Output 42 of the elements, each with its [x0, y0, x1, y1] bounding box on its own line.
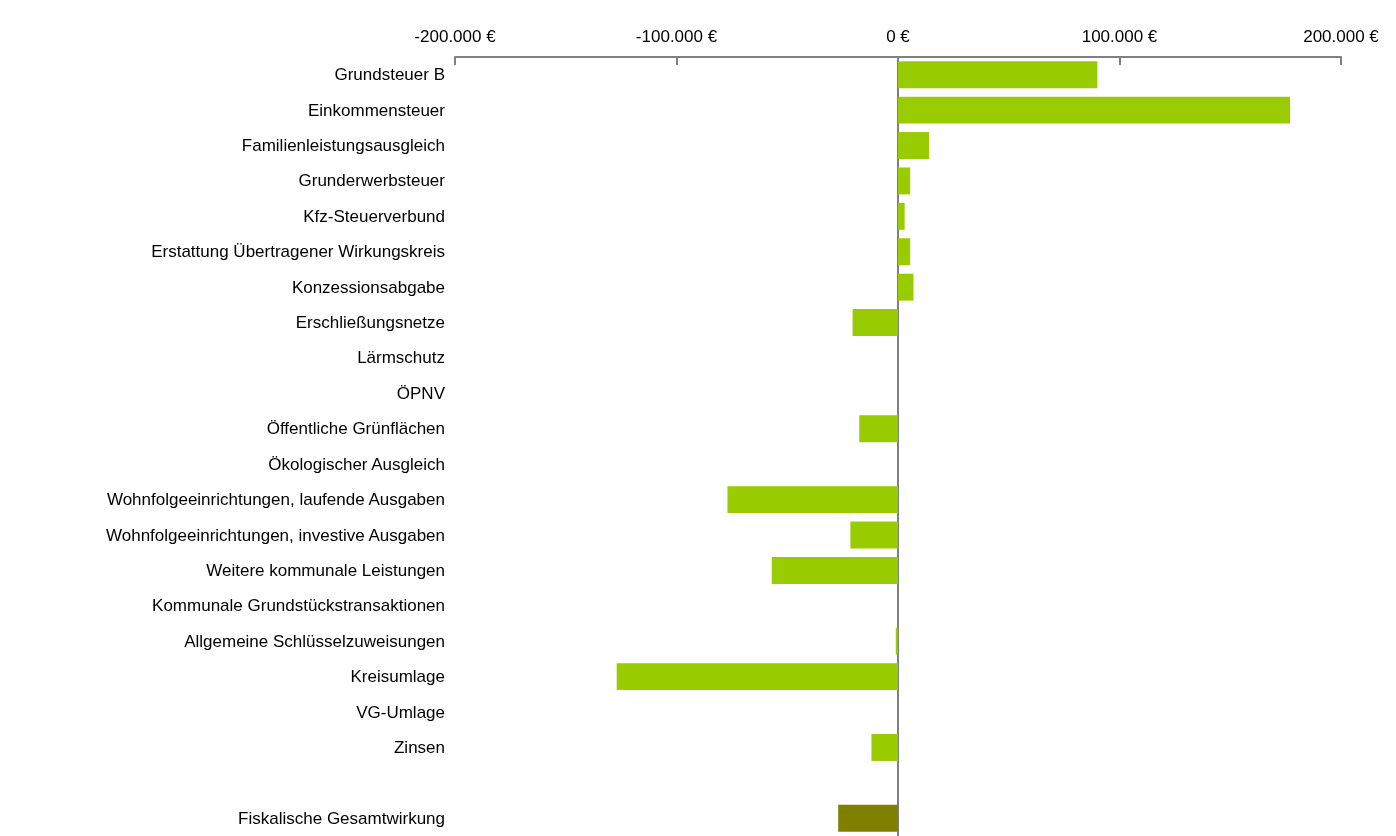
- bar: [898, 273, 914, 301]
- y-tick-label: VG-Umlage: [356, 702, 445, 722]
- y-tick-label: Zinsen: [393, 737, 445, 757]
- y-tick-label: Kfz-Steuerverbund: [303, 206, 445, 226]
- x-tick-label: 0 €: [886, 27, 911, 46]
- bar: [850, 521, 898, 549]
- y-tick-label: Familienleistungsausgleich: [241, 136, 445, 156]
- x-tick-label: -200.000 €: [414, 27, 497, 46]
- y-tick-label: Lärmschutz: [357, 348, 445, 368]
- y-tick-label: Erstattung Übertragener Wirkungskreis: [151, 242, 445, 262]
- bar: [898, 202, 905, 230]
- y-tick-label: Erschließungsnetze: [295, 313, 445, 333]
- bar: [727, 486, 898, 514]
- bar: [895, 627, 898, 655]
- bar: [898, 238, 911, 266]
- y-tick-label: Fiskalische Gesamtwirkung: [238, 808, 445, 828]
- bar: [898, 61, 1098, 89]
- y-tick-label: Wohnfolgeeinrichtungen, investive Ausgaben: [106, 525, 445, 545]
- y-tick-label: Konzessionsabgabe: [291, 277, 445, 297]
- y-tick-label: Einkommensteuer: [307, 100, 446, 120]
- x-tick-label: -100.000 €: [635, 27, 718, 46]
- x-tick-label: 100.000 €: [1081, 27, 1158, 46]
- y-tick-label: Kreisumlage: [350, 667, 445, 687]
- y-tick-label: ÖPNV: [396, 383, 446, 403]
- y-tick-label: Öffentliche Grünflächen: [266, 419, 445, 439]
- bar: [871, 734, 898, 761]
- bar: [898, 167, 911, 195]
- y-tick-label: Grunderwerbsteuer: [298, 171, 446, 191]
- bar: [852, 309, 898, 337]
- y-tick-label: Wohnfolgeeinrichtungen, laufende Ausgaben: [106, 490, 445, 510]
- x-tick-label: 200.000 €: [1303, 27, 1380, 46]
- bar: [898, 96, 1291, 124]
- bar: [898, 132, 930, 159]
- bar: [771, 556, 898, 584]
- y-tick-label: Kommunale Grundstückstransaktionen: [152, 596, 445, 616]
- y-tick-label: Ökologischer Ausgleich: [268, 454, 445, 474]
- y-tick-label: Weitere kommunale Leistungen: [206, 560, 445, 580]
- bar: [838, 804, 898, 832]
- y-tick-label: Grundsteuer B: [334, 65, 445, 85]
- bar: [616, 663, 898, 691]
- bar: [859, 415, 898, 443]
- y-tick-label: Allgemeine Schlüsselzuweisungen: [184, 631, 445, 651]
